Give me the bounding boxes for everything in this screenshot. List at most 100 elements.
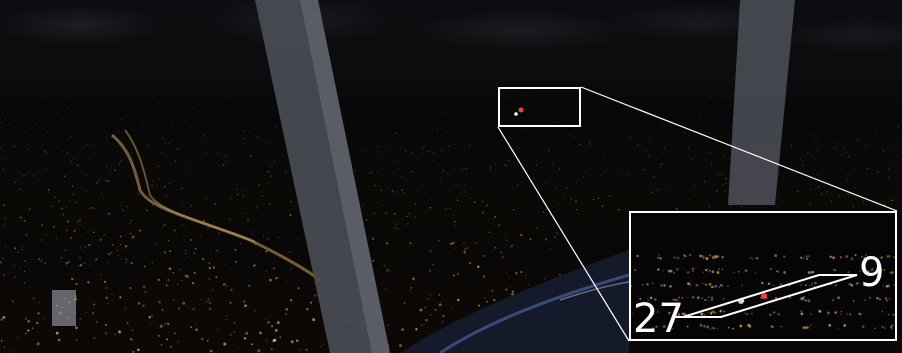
city-light-dot bbox=[150, 314, 153, 317]
city-light-dot bbox=[897, 156, 899, 158]
city-light-dot bbox=[137, 348, 140, 352]
inset-light-dot bbox=[889, 272, 892, 274]
city-light-dot bbox=[66, 152, 68, 154]
city-light-dot bbox=[239, 242, 241, 245]
city-light-dot bbox=[122, 248, 124, 250]
city-light-dot bbox=[432, 93, 433, 95]
city-light-dot bbox=[150, 323, 152, 325]
city-light-dot bbox=[191, 106, 193, 108]
city-light-dot bbox=[229, 301, 232, 304]
inset-light-dot bbox=[819, 310, 822, 313]
city-light-dot bbox=[420, 105, 422, 107]
city-light-dot bbox=[120, 118, 122, 120]
city-light-dot bbox=[120, 205, 123, 207]
city-light-dot bbox=[118, 330, 121, 334]
city-light-dot bbox=[85, 191, 87, 193]
city-light-dot bbox=[403, 192, 405, 194]
inset-light-dot bbox=[744, 312, 747, 314]
city-light-dot bbox=[172, 125, 174, 127]
city-light-dot bbox=[449, 116, 451, 118]
city-light-dot bbox=[225, 264, 227, 265]
inset-light-dot bbox=[658, 254, 660, 256]
city-light-dot bbox=[432, 159, 434, 161]
city-light-dot bbox=[158, 103, 160, 105]
city-light-dot bbox=[477, 184, 479, 186]
inset-light-dot bbox=[881, 325, 884, 329]
inset-light-dot bbox=[721, 255, 724, 259]
city-light-dot bbox=[226, 106, 228, 108]
city-light-dot bbox=[190, 326, 192, 328]
inset-light-dot bbox=[716, 327, 719, 330]
city-light-dot bbox=[154, 243, 157, 245]
city-light-dot bbox=[105, 179, 107, 182]
city-light-dot bbox=[358, 117, 360, 119]
city-light-dot bbox=[2, 168, 5, 170]
city-light-dot bbox=[492, 297, 494, 298]
city-light-dot bbox=[165, 125, 166, 126]
city-light-dot bbox=[361, 103, 363, 104]
city-light-dot bbox=[200, 298, 202, 300]
city-light-dot bbox=[4, 217, 6, 220]
city-light-dot bbox=[108, 199, 110, 201]
city-light-dot bbox=[134, 176, 137, 178]
city-light-dot bbox=[143, 291, 146, 293]
city-light-dot bbox=[208, 301, 212, 305]
city-light-dot bbox=[268, 202, 271, 205]
city-light-dot bbox=[164, 251, 167, 254]
inset-light-dot bbox=[663, 284, 666, 287]
inset-light-dot bbox=[653, 313, 655, 316]
inset-light-dot bbox=[876, 296, 879, 300]
city-light-dot bbox=[146, 209, 149, 212]
city-light-dot bbox=[107, 303, 109, 305]
city-light-dot bbox=[60, 257, 63, 259]
city-light-dot bbox=[105, 287, 107, 289]
city-light-dot bbox=[455, 143, 457, 145]
city-light-dot bbox=[396, 228, 399, 230]
airport-highlight-box bbox=[498, 87, 581, 127]
city-light-dot bbox=[220, 98, 222, 100]
city-light-dot bbox=[26, 105, 28, 107]
inset-light-dot bbox=[692, 296, 695, 299]
city-light-dot bbox=[120, 126, 121, 128]
city-light-dot bbox=[285, 166, 286, 168]
city-light-dot bbox=[4, 246, 7, 248]
city-light-dot bbox=[207, 199, 209, 201]
city-light-dot bbox=[191, 281, 195, 285]
inset-light-dot bbox=[894, 284, 895, 286]
city-light-dot bbox=[167, 239, 170, 242]
city-light-dot bbox=[417, 158, 419, 160]
city-light-dot bbox=[438, 294, 441, 296]
inset-light-dot bbox=[649, 296, 653, 300]
inset-light-dot bbox=[702, 256, 705, 259]
city-light-dot bbox=[142, 285, 146, 288]
city-light-dot bbox=[484, 101, 485, 103]
city-light-dot bbox=[171, 119, 173, 121]
city-light-dot bbox=[151, 262, 153, 264]
highway-lights-2 bbox=[124, 129, 256, 243]
city-light-dot bbox=[4, 346, 6, 348]
city-light-dot bbox=[148, 199, 150, 202]
city-light-dot bbox=[162, 225, 164, 227]
inset-light-dot bbox=[702, 255, 705, 258]
city-light-dot bbox=[463, 191, 465, 193]
inset-light-dot bbox=[751, 312, 753, 315]
city-light-dot bbox=[192, 307, 195, 311]
city-light-dot bbox=[453, 242, 455, 244]
city-light-dot bbox=[71, 185, 74, 187]
city-light-dot bbox=[387, 324, 389, 326]
city-light-dot bbox=[275, 124, 277, 126]
inset-light-dot bbox=[800, 310, 803, 313]
inset-light-dot bbox=[807, 299, 811, 303]
city-light-dot bbox=[79, 317, 82, 320]
city-light-dot bbox=[177, 341, 179, 343]
city-light-dot bbox=[377, 146, 379, 148]
city-light-dot bbox=[105, 296, 108, 299]
city-light-dot bbox=[489, 168, 491, 171]
city-light-dot bbox=[363, 151, 365, 153]
city-light-dot bbox=[162, 137, 164, 140]
city-light-dot bbox=[431, 263, 434, 266]
city-light-dot bbox=[464, 248, 466, 251]
city-light-dot bbox=[401, 328, 405, 331]
